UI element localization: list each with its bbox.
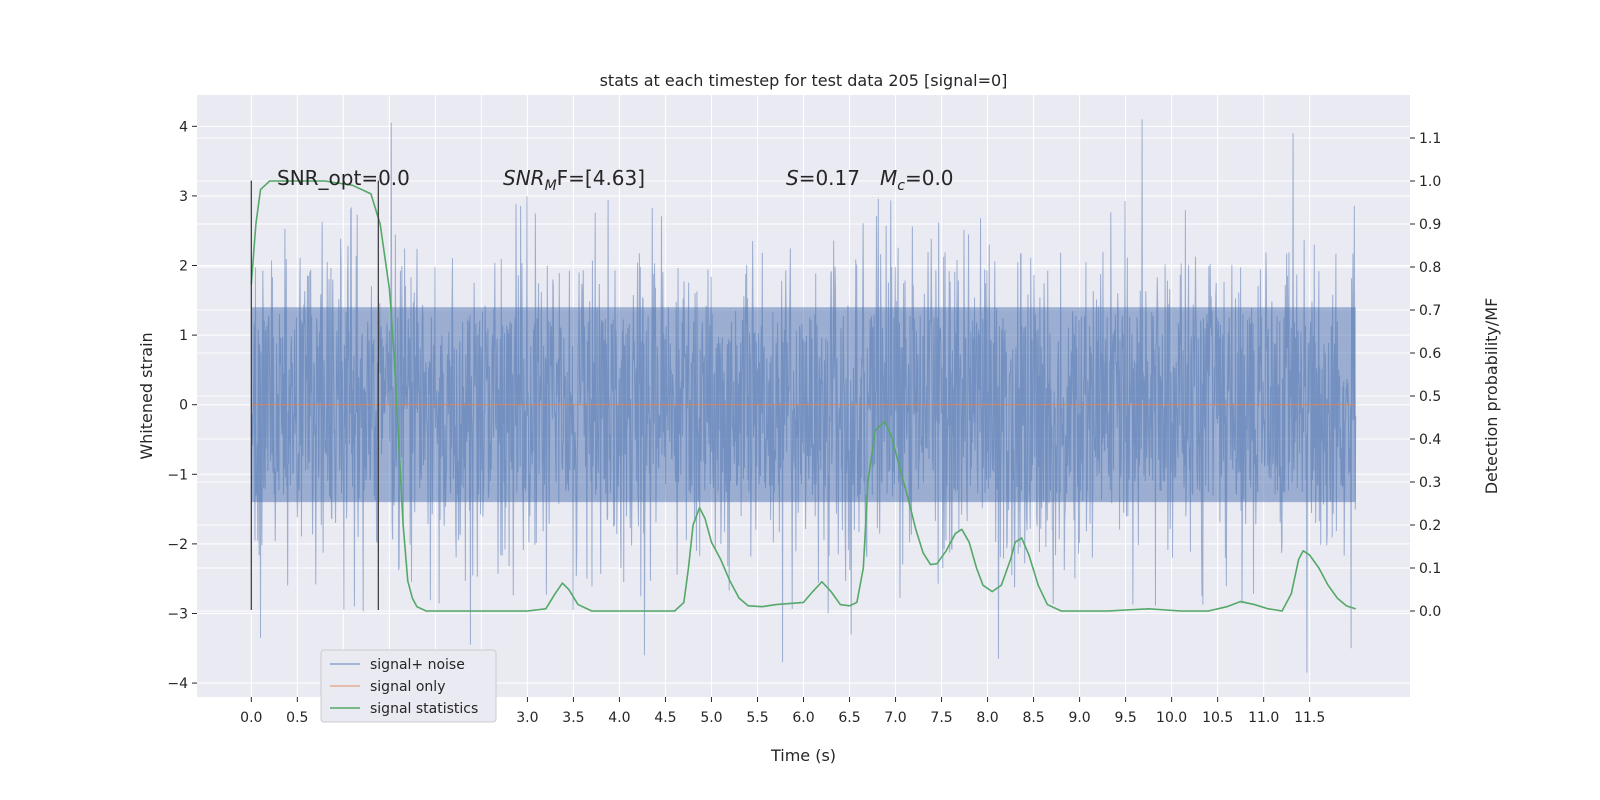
y-axis-label: Whitened strain — [137, 332, 156, 459]
vertical-markers — [250, 180, 379, 611]
x-tick-label: 11.0 — [1248, 710, 1279, 726]
annotation-snr-opt: SNR_opt=0.0 — [277, 166, 410, 190]
annotation-s: S=0.17 — [786, 166, 860, 190]
x-tick-label: 0.5 — [286, 710, 308, 726]
annotation-s-symbol: S — [786, 166, 799, 190]
chart-title: stats at each timestep for test data 205… — [600, 71, 1008, 90]
x-tick-label: 4.5 — [654, 710, 676, 726]
y-right-tick-label: 0.9 — [1419, 217, 1441, 233]
y-right-tick-label: 0.8 — [1419, 260, 1441, 276]
y-tick-label: −4 — [167, 676, 188, 692]
x-tick-label: 10.0 — [1156, 710, 1187, 726]
y-tick-label: −2 — [167, 537, 188, 553]
x-tick-label: 5.0 — [700, 710, 722, 726]
x-tick-label: 8.5 — [1022, 710, 1044, 726]
x-tick-label: 8.0 — [976, 710, 998, 726]
y-right-tick-label: 0.4 — [1419, 432, 1441, 448]
y-right-tick-label: 1.0 — [1419, 174, 1441, 190]
annotation-mc-subscript: c — [897, 178, 905, 194]
y-tick-label: 0 — [179, 398, 188, 414]
y-tick-label: −1 — [167, 467, 188, 483]
y-axis-ticks: −4 −3 −2 −1 0 1 2 3 4 — [167, 119, 197, 692]
y-right-tick-label: 0.6 — [1419, 346, 1441, 362]
annotation-mc: Mc=0.0 — [880, 166, 954, 194]
y-right-tick-label: 0.5 — [1419, 389, 1441, 405]
annotation-snr-mf-value: F=[4.63] — [557, 166, 645, 190]
x-tick-label: 4.0 — [608, 710, 630, 726]
annotation-snr-mf: SNRMF=[4.63] — [503, 166, 645, 194]
annotation-snr-mf-subscript: M — [545, 178, 557, 194]
y-right-tick-label: 0.2 — [1419, 518, 1441, 534]
y-tick-label: 1 — [179, 328, 188, 344]
annotation-mc-symbol: M — [880, 166, 897, 190]
y-right-axis-ticks: 0.0 0.1 0.2 0.3 0.4 0.5 0.6 0.7 0.8 0.9 1.0 1.1 — [1410, 131, 1441, 620]
y-tick-label: −3 — [167, 606, 188, 622]
y-right-tick-label: 0.1 — [1419, 561, 1441, 577]
x-axis-label: Time (s) — [770, 746, 836, 765]
series-signal-statistics — [250, 180, 1356, 612]
x-tick-label: 11.5 — [1294, 710, 1325, 726]
annotation-s-value: =0.17 — [799, 166, 860, 190]
x-tick-label: 6.5 — [838, 710, 860, 726]
x-tick-label: 5.5 — [746, 710, 768, 726]
legend-label-signal-only: signal only — [370, 679, 445, 695]
legend-label-signal-noise: signal+ noise — [370, 657, 465, 673]
y-tick-label: 2 — [179, 259, 188, 275]
series-signal-statistics-line — [250, 180, 1356, 612]
y-tick-label: 3 — [179, 189, 188, 205]
y-right-tick-label: 0.7 — [1419, 303, 1441, 319]
x-tick-label: 3.0 — [516, 710, 538, 726]
x-tick-label: 9.5 — [1114, 710, 1136, 726]
x-tick-label: 7.0 — [884, 710, 906, 726]
y-tick-label: 4 — [179, 119, 188, 135]
x-tick-label: 6.0 — [792, 710, 814, 726]
x-tick-label: 0.0 — [240, 710, 262, 726]
legend-box — [320, 649, 497, 723]
legend-label-signal-statistics: signal statistics — [370, 701, 478, 717]
y-right-tick-label: 0.3 — [1419, 475, 1441, 491]
annotation-mc-value: =0.0 — [905, 166, 954, 190]
x-tick-label: 9.0 — [1068, 710, 1090, 726]
series-signal-noise-line — [250, 119, 1357, 673]
x-tick-label: 7.5 — [930, 710, 952, 726]
x-tick-label: 10.5 — [1202, 710, 1233, 726]
legend: signal+ noise signal only signal statist… — [320, 649, 497, 723]
y-right-tick-label: 1.1 — [1419, 131, 1441, 147]
y-right-axis-label: Detection probability/MF — [1482, 298, 1501, 495]
annotation-snr-mf-symbol: SNR — [503, 166, 545, 190]
x-tick-label: 3.5 — [562, 710, 584, 726]
y-right-tick-label: 0.0 — [1419, 604, 1441, 620]
x-axis-ticks: 0.00.51.01.52.02.53.03.54.04.55.05.56.06… — [240, 697, 1325, 726]
